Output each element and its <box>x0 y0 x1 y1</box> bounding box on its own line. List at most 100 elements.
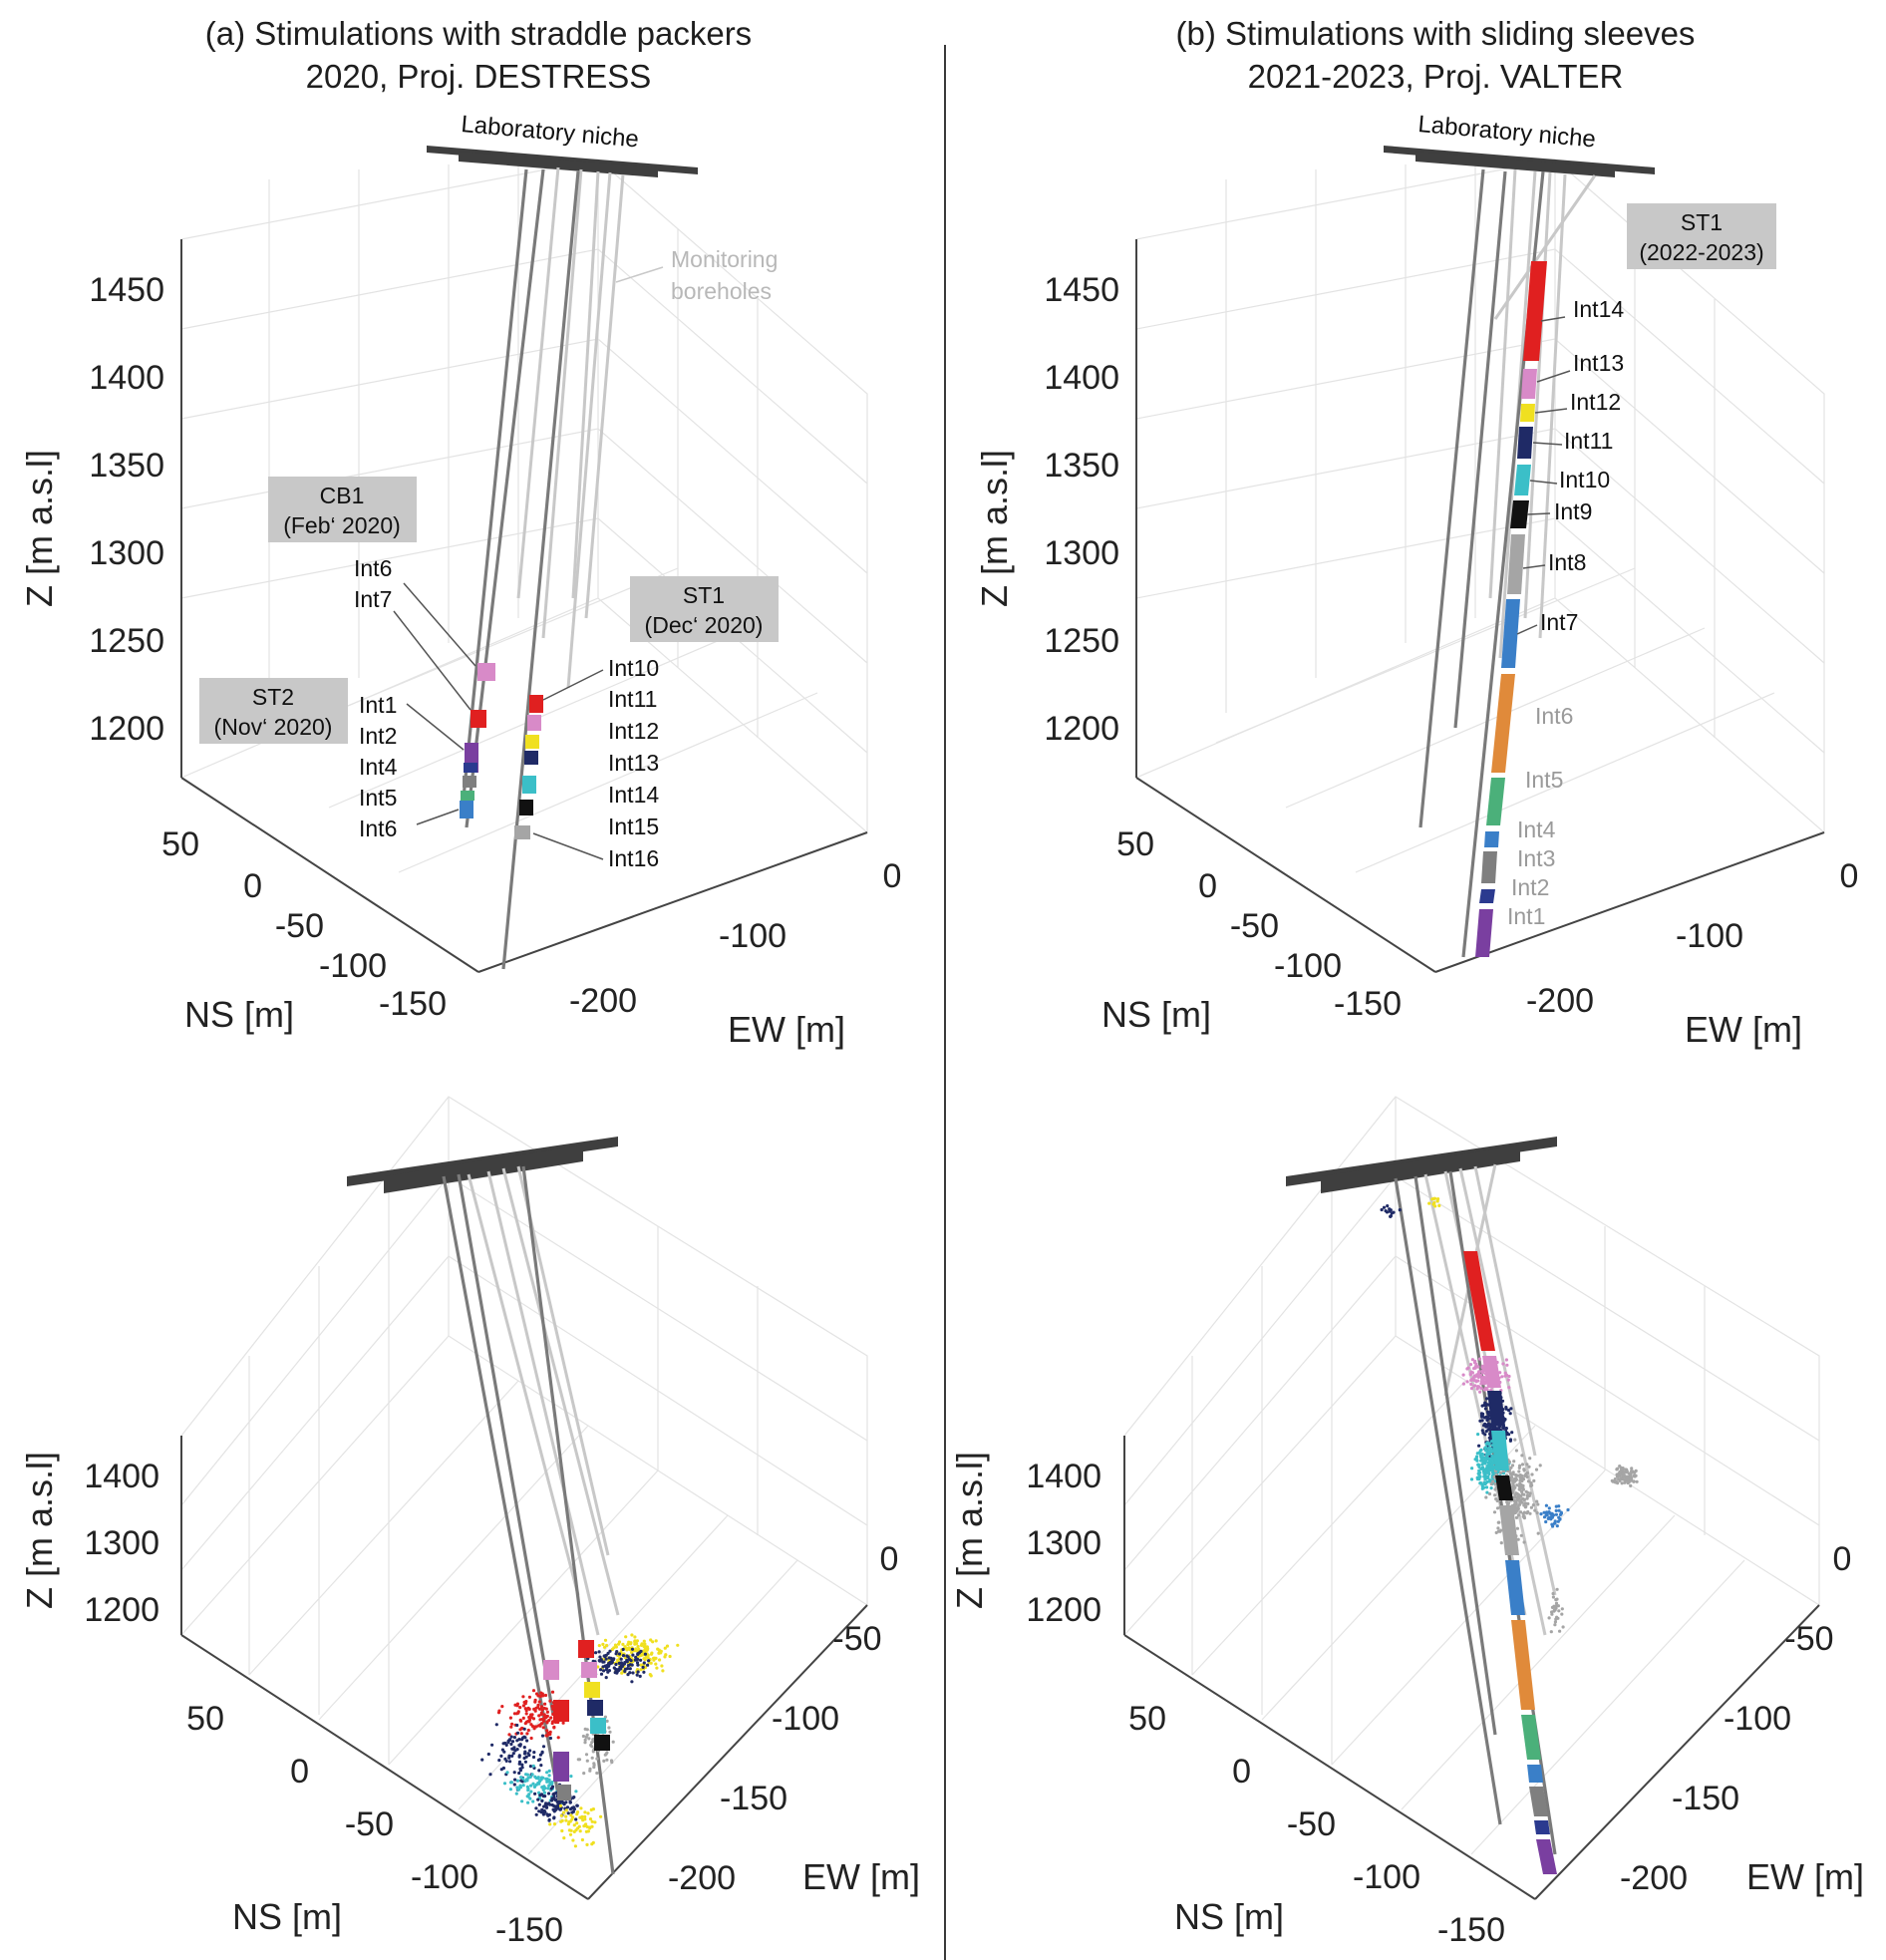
seismic-event-dot <box>1554 1512 1558 1516</box>
seismic-event-dot <box>1630 1467 1634 1470</box>
z-tick: 1300 <box>1044 534 1119 572</box>
z-tick: 1300 <box>1026 1524 1101 1562</box>
seismic-event-dot <box>541 1745 546 1749</box>
ew-tick: -200 <box>1620 1859 1688 1897</box>
seismic-event-dot <box>1478 1373 1483 1378</box>
seismic-event-dot <box>598 1655 602 1659</box>
seismic-event-dot <box>547 1769 551 1773</box>
seismic-event-dot <box>526 1795 530 1798</box>
seismic-event-dot <box>1531 1503 1535 1507</box>
seismic-event-dot <box>501 1742 505 1746</box>
panel-b-top-axes <box>1135 239 1825 973</box>
seismic-event-dot <box>1506 1378 1510 1382</box>
seismic-event-dot <box>547 1774 551 1778</box>
seismic-event-dot <box>626 1664 631 1668</box>
panel-a-top-laboratory-niche <box>427 146 698 177</box>
seismic-event-dot <box>583 1741 587 1745</box>
seismic-event-dot <box>1522 1514 1526 1518</box>
seismic-event-dot <box>1509 1478 1513 1482</box>
seismic-event-dot <box>499 1754 503 1758</box>
seismic-event-dot <box>1509 1466 1513 1470</box>
seismic-event-dot <box>546 1787 550 1791</box>
seismic-event-dot <box>545 1729 549 1733</box>
panel-b-top-niche-label: Laboratory niche <box>1416 111 1596 153</box>
seismic-event-dot <box>649 1638 653 1642</box>
seismic-event-dot <box>1519 1498 1523 1502</box>
seismic-event-dot <box>510 1754 514 1758</box>
seismic-event-dot <box>649 1652 654 1656</box>
seismic-event-dot <box>522 1752 527 1756</box>
st1-sleeve-label: Int10 <box>1559 467 1610 492</box>
seismic-event-dot <box>1524 1471 1528 1475</box>
seismic-event-dot <box>1469 1387 1474 1391</box>
seismic-event-dot <box>1533 1508 1537 1512</box>
seismic-event-dot <box>1528 1457 1532 1461</box>
seismic-event-dot <box>622 1662 627 1666</box>
seismic-event-dot <box>629 1642 633 1646</box>
seismic-event-dot <box>1519 1494 1523 1498</box>
seismic-event-dot <box>644 1655 648 1659</box>
panel-a-seismicity-scatter <box>480 1633 680 1848</box>
seismic-event-dot <box>665 1644 670 1648</box>
seismic-event-dot <box>515 1704 519 1708</box>
seismic-event-dot <box>509 1722 514 1726</box>
st1-label: Int15 <box>608 814 659 839</box>
box-cb1-title: CB1 <box>320 483 365 508</box>
seismic-event-dot <box>1485 1418 1489 1423</box>
seismic-event-dot <box>589 1807 593 1811</box>
seismic-event-dot <box>1499 1528 1503 1532</box>
seismic-event-dot <box>583 1810 587 1814</box>
seismic-event-dot <box>543 1693 548 1698</box>
seismic-event-dot <box>1490 1454 1494 1458</box>
seismic-event-dot <box>1526 1509 1530 1514</box>
seismic-event-dot <box>639 1649 643 1653</box>
seismic-event-dot <box>538 1794 542 1797</box>
seismic-event-dot <box>1477 1477 1481 1481</box>
st1-sleeve-label-grey: Int3 <box>1517 845 1555 871</box>
seismic-event-dot <box>593 1820 597 1824</box>
seismic-event-dot <box>1384 1209 1388 1213</box>
seismic-event-dot <box>537 1791 541 1795</box>
seismic-event-dot <box>536 1777 540 1781</box>
seismic-event-dot <box>526 1728 530 1733</box>
box-st1-date: (Dec‘ 2020) <box>645 612 764 638</box>
seismic-event-dot <box>541 1776 545 1780</box>
seismic-event-dot <box>1489 1458 1494 1462</box>
seismic-event-dot <box>525 1773 530 1777</box>
ew-tick: -100 <box>772 1700 839 1738</box>
seismic-event-dot <box>1500 1375 1504 1379</box>
seismic-event-dot <box>1513 1499 1518 1504</box>
ns-tick: 50 <box>161 825 199 863</box>
seismic-event-dot <box>621 1647 625 1652</box>
seismic-event-dot <box>628 1667 632 1671</box>
seismic-event-dot <box>1494 1497 1498 1501</box>
panel-b-top-ew-label: EW [m] <box>1685 1009 1802 1050</box>
panel-b-bottom-ns-ticks: 50 0 -50 -100 -150 <box>1128 1700 1505 1949</box>
panel-a-bottom-plot: 1400 1300 1200 Z [m a.s.l] 50 0 -50 -100… <box>19 1096 920 1949</box>
box-st1-date: (2022-2023) <box>1639 239 1763 265</box>
seismic-event-dot <box>648 1673 652 1677</box>
seismic-event-dot <box>594 1651 598 1655</box>
seismic-event-dot <box>515 1779 520 1783</box>
ns-tick: -50 <box>345 1805 394 1843</box>
seismic-event-dot <box>585 1842 589 1846</box>
ns-tick: 0 <box>1198 867 1217 905</box>
seismic-event-dot <box>597 1644 601 1648</box>
seismic-event-dot <box>1550 1515 1554 1519</box>
seismic-event-dot <box>531 1799 535 1803</box>
seismic-event-dot <box>654 1656 658 1660</box>
seismic-event-dot <box>547 1718 551 1723</box>
seismic-event-dot <box>1547 1510 1551 1514</box>
seismic-event-dot <box>1557 1515 1561 1519</box>
seismic-event-dot <box>552 1726 556 1730</box>
seismic-event-dot <box>1470 1358 1474 1362</box>
seismic-event-dot <box>569 1813 573 1817</box>
seismic-event-dot <box>1491 1461 1495 1465</box>
seismic-event-dot <box>1487 1471 1491 1476</box>
seismic-event-dot <box>1436 1197 1440 1201</box>
seismic-event-dot <box>1561 1625 1565 1629</box>
seismic-event-dot <box>1489 1481 1493 1486</box>
seismic-event-dot <box>562 1836 566 1840</box>
panel-a-top-ns-ticks: 50 0 -50 -100 -150 <box>161 825 447 1023</box>
panel-a-box-st2: ST2 (Nov‘ 2020) <box>199 678 348 744</box>
